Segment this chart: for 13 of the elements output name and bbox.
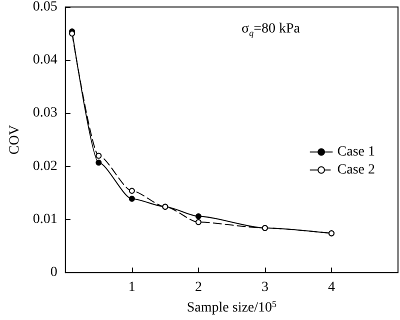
x-tick-label: 4 [328, 280, 335, 296]
y-axis-title: COV [8, 125, 22, 155]
x-tick-label: 2 [194, 280, 202, 296]
y-tick-label: 0.05 [32, 0, 58, 14]
y-tick-label: 0.02 [32, 158, 58, 174]
x-tick-label: 3 [261, 280, 268, 296]
y-tick-label: 0 [50, 265, 58, 280]
y-tick-label: 0.03 [32, 106, 58, 121]
y-tick-label: 0.04 [32, 52, 58, 68]
y-tick-label: 0.01 [32, 212, 58, 227]
x-tick-label: 1 [128, 280, 136, 296]
legend-label: Case 2 [337, 162, 376, 178]
legend-label: Case 1 [337, 144, 376, 160]
